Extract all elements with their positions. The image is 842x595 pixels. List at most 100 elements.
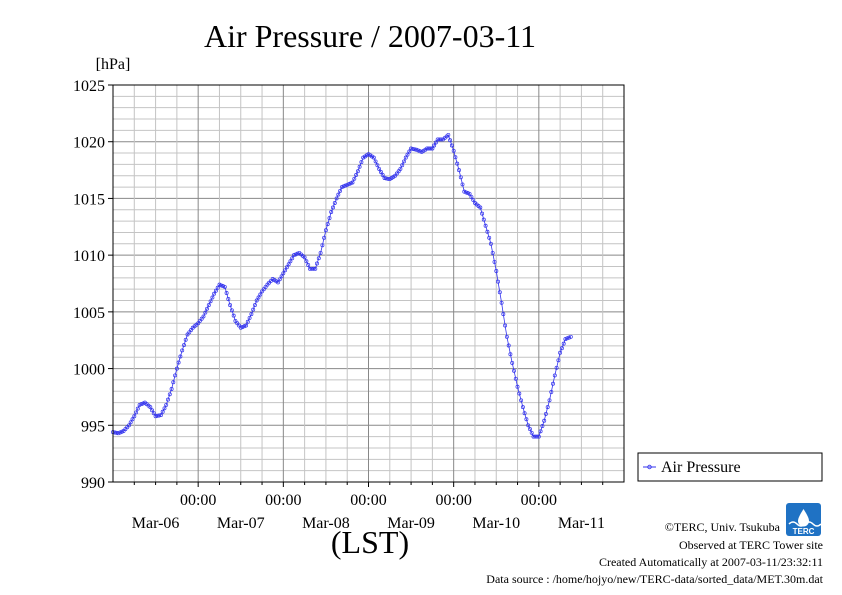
legend-box xyxy=(637,452,823,482)
data-point xyxy=(258,292,263,297)
x-time-label: 00:00 xyxy=(435,492,471,509)
data-point xyxy=(503,323,508,328)
data-point xyxy=(309,266,314,271)
data-point xyxy=(558,350,563,355)
data-point xyxy=(276,280,280,285)
data-point xyxy=(488,241,493,246)
data-point xyxy=(208,299,213,304)
data-point xyxy=(451,148,456,153)
legend-marker xyxy=(647,464,652,470)
data-point xyxy=(213,288,218,293)
data-point xyxy=(563,337,568,342)
data-point xyxy=(536,434,541,439)
data-point xyxy=(173,373,178,378)
data-point xyxy=(543,411,548,416)
data-point xyxy=(322,235,327,240)
data-point xyxy=(134,410,139,415)
data-point xyxy=(313,266,318,271)
data-point xyxy=(354,173,359,177)
data-point xyxy=(520,405,525,410)
x-date-label: Mar-07 xyxy=(217,515,265,532)
data-point xyxy=(153,414,158,419)
data-point xyxy=(206,303,211,308)
data-point xyxy=(540,424,545,428)
data-point xyxy=(151,411,156,416)
data-point xyxy=(135,406,140,411)
data-point xyxy=(386,176,390,181)
data-point xyxy=(128,420,133,425)
data-point xyxy=(522,411,527,416)
data-point xyxy=(481,217,486,222)
data-point xyxy=(252,303,257,308)
data-point xyxy=(222,284,227,289)
data-point xyxy=(249,312,254,317)
data-point xyxy=(490,250,495,255)
data-point xyxy=(432,143,437,148)
plot-area xyxy=(111,132,573,439)
data-point xyxy=(501,312,506,317)
data-point xyxy=(288,259,293,264)
data-point xyxy=(221,284,225,289)
data-point xyxy=(464,190,469,195)
data-point xyxy=(499,300,504,305)
data-point xyxy=(430,146,435,151)
data-point xyxy=(568,334,573,339)
data-point xyxy=(162,406,167,411)
data-point xyxy=(512,368,516,373)
x-time-label: 00:00 xyxy=(350,492,386,509)
footer-created: Created Automatically at 2007-03-11/23:3… xyxy=(599,555,823,569)
data-point xyxy=(561,341,566,346)
data-point xyxy=(244,323,249,328)
data-point xyxy=(355,169,360,174)
data-point xyxy=(469,194,474,199)
data-point xyxy=(565,336,570,341)
data-point xyxy=(345,182,350,187)
y-tick-label: 1020 xyxy=(73,135,105,152)
data-point xyxy=(307,266,312,271)
data-point xyxy=(492,259,497,264)
data-point xyxy=(400,163,405,168)
data-point xyxy=(357,164,362,169)
data-point xyxy=(382,176,387,180)
data-point xyxy=(485,229,490,234)
data-point xyxy=(457,168,461,173)
data-point xyxy=(240,325,245,329)
data-point xyxy=(311,266,316,271)
data-point xyxy=(157,413,162,418)
data-point xyxy=(517,391,522,396)
data-point xyxy=(292,253,296,258)
data-point xyxy=(323,228,328,233)
data-point xyxy=(350,180,355,185)
data-point xyxy=(549,390,554,394)
data-point xyxy=(552,373,557,378)
data-point xyxy=(174,366,179,371)
data-point xyxy=(279,274,284,279)
data-point xyxy=(304,259,309,264)
data-point xyxy=(458,175,463,180)
grid xyxy=(113,85,624,482)
data-point xyxy=(528,427,532,432)
x-date-label: Mar-10 xyxy=(472,515,520,532)
data-point xyxy=(226,297,231,301)
x-axis-label: (LST) xyxy=(331,524,409,560)
data-point xyxy=(398,166,403,171)
data-point xyxy=(478,205,483,210)
data-point xyxy=(542,418,547,423)
data-point xyxy=(448,138,453,143)
data-point xyxy=(228,303,233,308)
data-point xyxy=(178,354,183,359)
y-axis-unit-label: [hPa] xyxy=(96,56,131,73)
data-point xyxy=(513,376,518,381)
data-point xyxy=(506,343,511,348)
data-point xyxy=(402,159,406,164)
y-tick-label: 1010 xyxy=(73,248,105,265)
x-time-label: 00:00 xyxy=(180,492,216,509)
data-point xyxy=(343,183,348,188)
data-point xyxy=(139,402,144,407)
data-point xyxy=(116,431,121,436)
data-point xyxy=(371,155,376,160)
footer-source: Data source : /home/hojyo/new/TERC-data/… xyxy=(486,572,823,586)
chart-title: Air Pressure / 2007-03-11 xyxy=(204,18,536,54)
data-point xyxy=(531,434,536,439)
data-point xyxy=(329,210,334,214)
